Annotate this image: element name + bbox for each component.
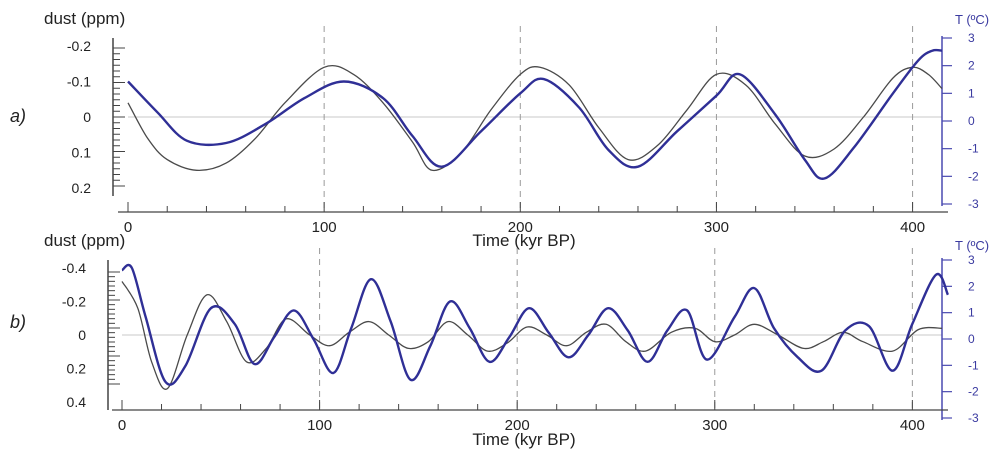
left-tick-label: -0.2: [62, 294, 86, 310]
panel-b: -0.4 -0.2 0 0.2 0.4 3 2 1 0 -1 -2 -3 0 100 200 300 400 du…: [10, 231, 989, 449]
right-tick-label: 3: [968, 31, 975, 45]
temperature-series-line: [127, 48, 943, 180]
right-tick-label: -3: [968, 197, 979, 211]
x-tick-label: 0: [118, 417, 126, 434]
right-tick-label: 1: [968, 306, 975, 320]
x-tick-label: 400: [900, 417, 925, 434]
right-tick-label: -2: [968, 169, 979, 183]
right-tick-label: -2: [968, 385, 979, 399]
panel-a: -0.2 -0.1 0 0.1 0.2 3 2 1 0 -1 -2 -3 0 100 200 300 400 du…: [10, 9, 989, 250]
x-axis-label: Time (kyr BP): [472, 430, 575, 449]
y-axis-label-right: T (ºC): [955, 12, 989, 27]
dust-series-line: [121, 281, 943, 390]
x-tick-label: 100: [312, 219, 337, 236]
left-tick-label: -0.1: [67, 74, 91, 90]
right-tick-label: -1: [968, 358, 979, 372]
right-tick-label: 0: [968, 114, 975, 128]
left-tick-label: 0.1: [72, 145, 92, 161]
left-tick-label: 0: [78, 327, 86, 343]
x-axis-label: Time (kyr BP): [472, 231, 575, 250]
x-tick-label: 300: [704, 219, 729, 236]
right-tick-label: 1: [968, 86, 975, 100]
x-tick-label: 400: [900, 219, 925, 236]
y-axis-label-left: dust (ppm): [44, 9, 125, 28]
left-tick-label: 0.2: [72, 180, 92, 196]
temperature-series-line: [121, 263, 950, 386]
panel-label: a): [10, 106, 26, 126]
y-axis-label-left: dust (ppm): [44, 231, 125, 250]
x-tick-label: 300: [702, 417, 727, 434]
right-tick-label: 2: [968, 59, 975, 73]
right-tick-label: -3: [968, 411, 979, 425]
left-tick-label: 0: [83, 109, 91, 125]
left-tick-label: -0.2: [67, 38, 91, 54]
left-tick-label: 0.4: [67, 394, 87, 410]
x-tick-label: 200: [508, 219, 533, 236]
x-tick-label: 200: [505, 417, 530, 434]
dust-series-line: [127, 64, 943, 172]
left-tick-label: -0.4: [62, 260, 86, 276]
x-tick-label: 100: [307, 417, 332, 434]
y-axis-label-right: T (ºC): [955, 238, 989, 253]
right-tick-label: 0: [968, 332, 975, 346]
right-tick-label: 3: [968, 253, 975, 267]
x-tick-label: 0: [124, 219, 132, 236]
panel-label: b): [10, 312, 26, 332]
right-tick-label: -1: [968, 142, 979, 156]
right-tick-label: 2: [968, 279, 975, 293]
left-tick-label: 0.2: [67, 361, 87, 377]
